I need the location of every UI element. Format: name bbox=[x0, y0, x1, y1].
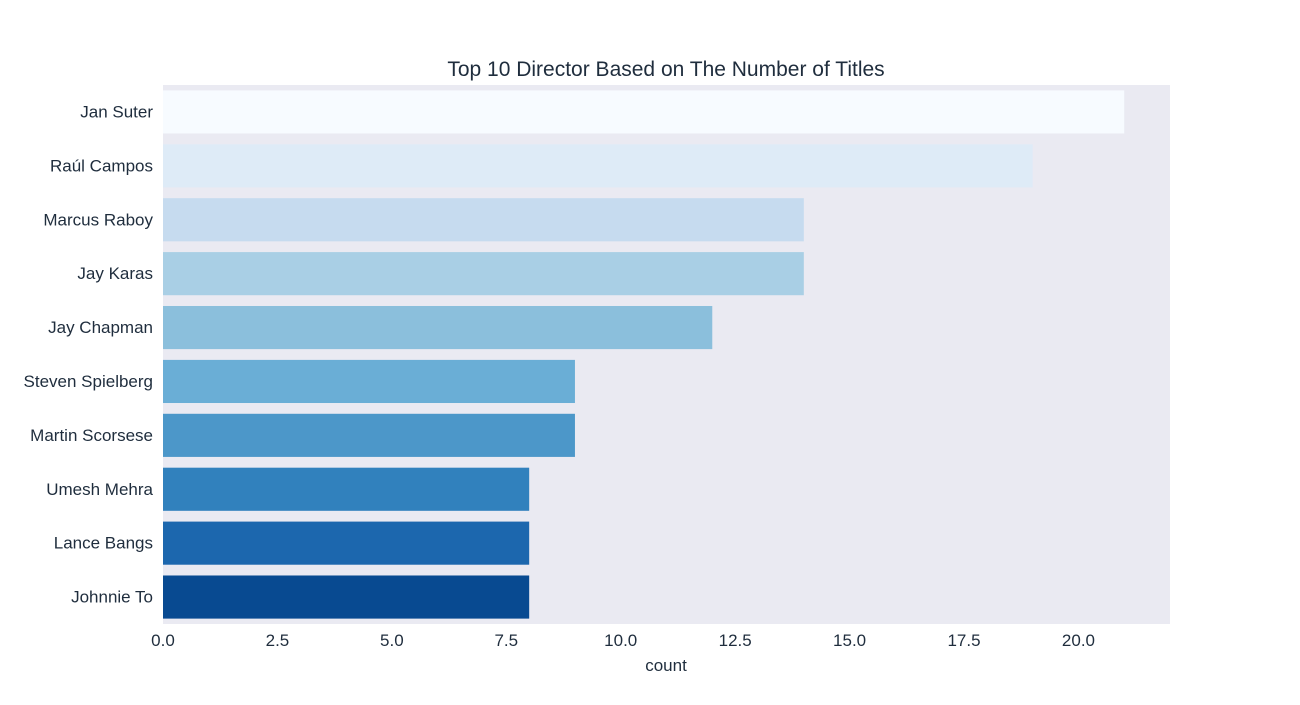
x-axis-label: count bbox=[645, 656, 687, 675]
bar-jay-karas bbox=[163, 252, 804, 296]
bar-ra-l-campos bbox=[163, 144, 1033, 188]
y-tick-label: Jay Chapman bbox=[48, 318, 153, 337]
x-tick-label: 0.0 bbox=[151, 631, 175, 650]
x-tick-label: 5.0 bbox=[380, 631, 404, 650]
y-tick-labels: Jan Suter Raúl Campos Marcus Raboy Jay Kara… bbox=[24, 102, 154, 606]
bar-jan-suter bbox=[163, 90, 1125, 134]
y-tick-label: Jan Suter bbox=[80, 102, 153, 121]
y-tick-label: Marcus Raboy bbox=[43, 210, 153, 229]
y-tick-label: Steven Spielberg bbox=[24, 372, 153, 391]
bar-jay-chapman bbox=[163, 305, 713, 350]
x-tick-label: 17.5 bbox=[947, 631, 980, 650]
y-tick-label: Umesh Mehra bbox=[46, 480, 153, 499]
bar-umesh-mehra bbox=[163, 467, 530, 511]
x-tick-label: 15.0 bbox=[833, 631, 866, 650]
y-tick-label: Martin Scorsese bbox=[30, 426, 153, 445]
bar-steven-spielberg bbox=[163, 359, 575, 404]
bar-johnnie-to bbox=[163, 575, 530, 619]
bar-lance-bangs bbox=[163, 521, 530, 565]
x-tick-label: 7.5 bbox=[494, 631, 518, 650]
x-tick-label: 20.0 bbox=[1062, 631, 1095, 650]
x-tick-label: 2.5 bbox=[266, 631, 290, 650]
y-tick-label: Johnnie To bbox=[71, 588, 153, 607]
x-tick-label: 10.0 bbox=[604, 631, 637, 650]
chart-title: Top 10 Director Based on The Number of T… bbox=[447, 58, 884, 81]
y-tick-label: Lance Bangs bbox=[54, 534, 153, 553]
x-tick-labels: 0.0 2.5 5.0 7.5 10.0 12.5 15.0 17.5 20.0 bbox=[151, 631, 1095, 650]
x-tick-label: 12.5 bbox=[719, 631, 752, 650]
y-tick-label: Jay Karas bbox=[77, 264, 153, 283]
y-tick-label: Raúl Campos bbox=[50, 156, 153, 175]
bar-marcus-raboy bbox=[163, 198, 804, 242]
bar-martin-scorsese bbox=[163, 413, 575, 457]
bars-group bbox=[163, 90, 1125, 619]
